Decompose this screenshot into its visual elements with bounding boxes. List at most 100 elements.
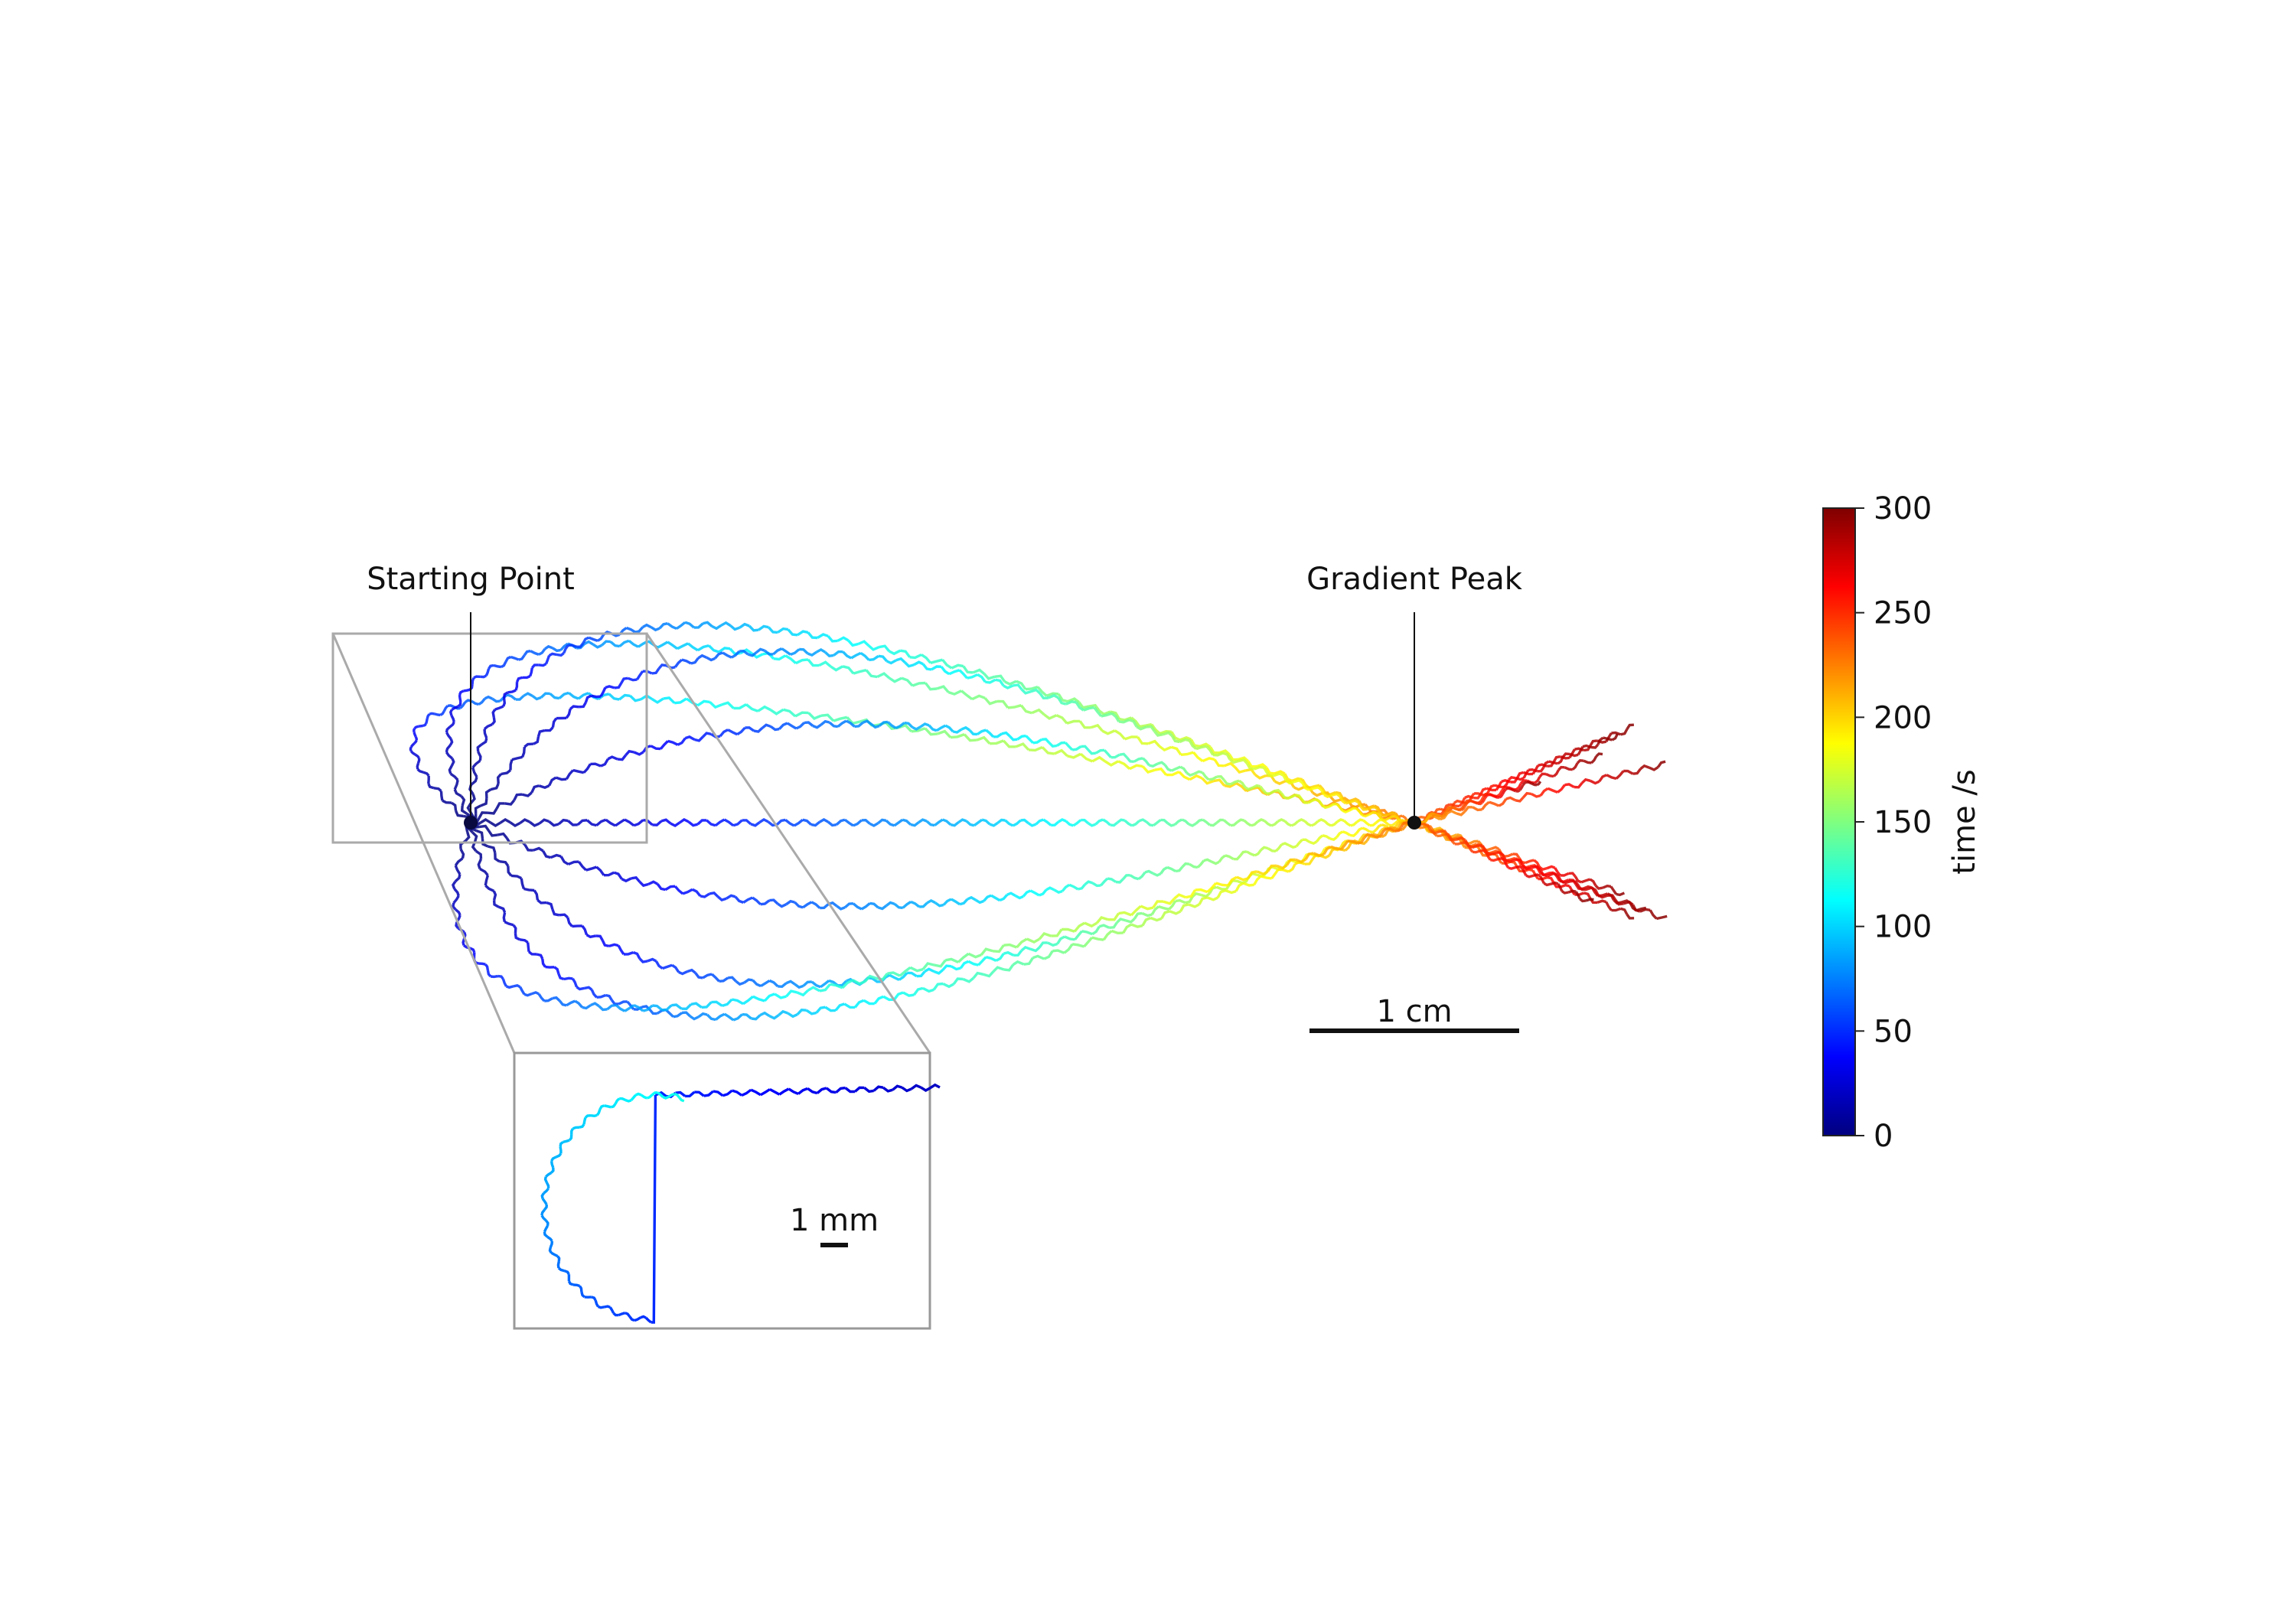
trajectory-segment <box>1375 807 1382 816</box>
gradient-peak-label: Gradient Peak <box>1306 562 1523 597</box>
trajectory-segment <box>742 896 753 904</box>
trajectory-segment <box>1247 870 1257 879</box>
trajectory-segment <box>807 658 820 667</box>
trajectory-segment <box>632 951 641 960</box>
trajectory-segment <box>760 899 771 906</box>
trajectory-segment <box>1460 806 1466 812</box>
inset-segment <box>759 1088 771 1097</box>
trajectory-segment <box>1469 839 1479 845</box>
trajectory-segment <box>673 658 683 668</box>
trajectory-segment <box>934 959 947 968</box>
trajectory-segment <box>679 818 690 824</box>
inset-segment <box>563 1270 570 1276</box>
trajectory-segment <box>1342 830 1351 836</box>
trajectory-segment <box>977 956 987 966</box>
trajectory-segment <box>566 917 573 927</box>
trajectory-segment <box>509 821 521 827</box>
trajectory-segment <box>773 654 787 661</box>
trajectory-segment <box>681 1003 693 1011</box>
trajectory-segment <box>1100 877 1109 887</box>
trajectory-segment <box>1022 889 1032 898</box>
trajectory-segment <box>899 966 912 977</box>
trajectory-segment <box>837 636 850 642</box>
trajectory-segment <box>1225 889 1237 895</box>
trajectory-segment <box>478 962 486 966</box>
trajectory-segment <box>1620 728 1629 736</box>
trajectory-segment <box>657 641 669 649</box>
trajectory-segment <box>1065 820 1074 827</box>
trajectory-segment <box>830 665 843 672</box>
trajectory-segment <box>1515 771 1525 779</box>
trajectory-segment <box>919 901 928 908</box>
trajectory-segment <box>1550 881 1559 885</box>
trajectory-segment <box>681 658 692 665</box>
trajectory-segment <box>960 725 970 732</box>
trajectory-segment <box>863 974 877 983</box>
trajectory-segment <box>1029 946 1041 953</box>
trajectory-segment <box>819 983 831 993</box>
trajectory-segment <box>426 713 431 719</box>
trajectory-segment <box>983 697 998 706</box>
trajectory-segment <box>1545 772 1554 778</box>
inset-segment <box>675 1090 687 1097</box>
trajectory-segment <box>1356 818 1364 823</box>
inset-segment <box>892 1084 903 1091</box>
trajectory-segment <box>910 900 921 908</box>
trajectory-segment <box>980 947 993 956</box>
trajectory-segment <box>574 999 583 1009</box>
trajectory-segment <box>1400 820 1408 828</box>
trajectory-segment <box>869 822 879 827</box>
trajectory-segment <box>529 667 533 677</box>
trajectory-segment <box>1528 768 1538 773</box>
trajectory-segment <box>690 1002 703 1009</box>
trajectory-segment <box>1222 779 1231 786</box>
trajectory-segment <box>778 722 788 730</box>
trajectory-segment <box>449 772 459 781</box>
trajectory-segment <box>1175 865 1184 873</box>
trajectory-segment <box>1368 810 1377 816</box>
inset-segment <box>541 1198 548 1205</box>
trajectory-segment <box>614 682 623 689</box>
trajectory-segment <box>490 974 499 979</box>
trajectory-segment <box>742 819 752 826</box>
trajectory-segment <box>527 942 530 952</box>
trajectory-segment <box>1322 834 1331 840</box>
trajectory-segment <box>1309 840 1318 846</box>
trajectory-segment <box>1126 756 1134 763</box>
trajectory-segment <box>1257 786 1269 797</box>
trajectory-segment <box>763 993 775 1002</box>
trajectory-segment <box>1045 886 1055 892</box>
trajectory-segment <box>1329 796 1340 803</box>
trajectory-segment <box>606 1003 617 1011</box>
trajectory-segment <box>1279 772 1287 781</box>
trajectory-segment <box>1101 712 1113 718</box>
trajectory-segment <box>697 654 707 660</box>
trajectory-segment <box>877 818 887 825</box>
trajectory-segment <box>445 725 451 733</box>
trajectory-segment <box>416 762 420 770</box>
trajectory-segment <box>1362 826 1371 833</box>
trajectory-segment <box>1209 746 1220 755</box>
trajectory-segment <box>676 621 687 630</box>
inset-segment <box>540 1192 545 1199</box>
trajectory-segment <box>1473 793 1482 800</box>
trajectory-segment <box>1042 818 1052 826</box>
trajectory-segment <box>1477 801 1483 806</box>
trajectory-segment <box>1004 680 1017 686</box>
trajectory-segment <box>597 693 610 700</box>
trajectory-segment <box>1170 745 1182 756</box>
trajectory-segment <box>1107 912 1120 921</box>
trajectory-segment <box>1574 891 1581 900</box>
trajectory-segment <box>983 673 996 680</box>
trajectory-segment <box>1083 936 1094 948</box>
trajectory-segment <box>1152 872 1162 877</box>
trajectory-segment <box>1515 865 1523 869</box>
trajectory-segment <box>1067 697 1080 703</box>
trajectory-segment <box>488 663 494 670</box>
trajectory-segment <box>904 661 915 668</box>
trajectory-segment <box>1538 875 1545 885</box>
trajectory-segment <box>916 970 926 978</box>
trajectory-segment <box>558 999 567 1007</box>
trajectory-segment <box>513 984 521 989</box>
trajectory-segment <box>1130 923 1143 928</box>
